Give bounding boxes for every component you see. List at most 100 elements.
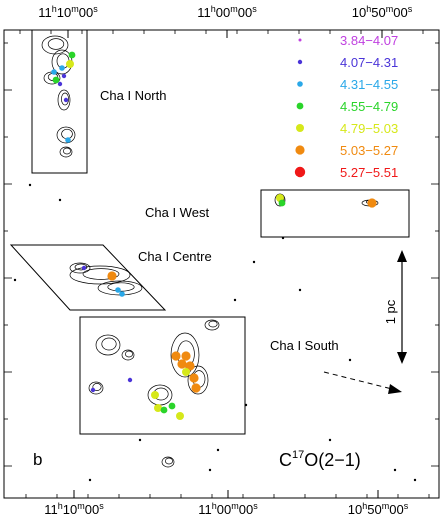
emission-contour [61,128,73,140]
legend-label-1: 4.07−4.31 [340,55,398,70]
bottom-tick-label-2: 10h50m00s [348,501,409,517]
emission-speck [58,198,62,202]
emission-contour [170,332,200,378]
emission-speck [138,438,142,442]
emission-speck [233,298,237,302]
legend-label-6: 5.27−5.51 [340,165,398,180]
emission-contour [82,268,120,280]
data-point [176,412,184,420]
data-point [81,265,87,271]
legend-marker-3 [296,102,304,110]
data-point [189,373,199,383]
data-point [90,387,96,393]
data-point [151,391,159,399]
emission-contour [187,365,209,395]
bottom-tick-label-1: 11h00m00s [198,501,258,517]
emission-contour [165,457,173,465]
data-point [51,69,57,75]
data-point [154,404,162,412]
emission-contour [61,92,69,106]
data-point [181,351,191,361]
top-tick-label-0: 11h10m00s [38,4,98,20]
data-point [171,351,181,361]
data-point [177,359,187,369]
emission-contour [59,146,73,158]
emission-contour [121,349,135,361]
data-point [68,51,76,59]
data-point [185,361,195,371]
data-point [182,368,190,376]
emission-contour [47,38,65,50]
legend-label-0: 3.84−4.07 [340,33,398,48]
region-label-cha-i-centre: Cha I Centre [138,249,212,264]
emission-speck [348,358,352,362]
emission-contour [125,350,133,358]
data-point [66,60,74,68]
data-point [115,287,121,293]
legend-marker-1 [297,59,303,65]
emission-contour [204,319,220,331]
direction-arrow [323,371,402,394]
emission-contour [56,126,76,144]
scale-bar-label: 1 pc [383,299,398,324]
emission-contour [208,320,218,328]
emission-speck [216,448,220,452]
top-tick-label-1: 11h00m00s [197,4,257,20]
region-box-cha-i-west [260,189,410,238]
region-box-cha-i-north [31,29,88,174]
scale-bar-arrow-top [397,250,407,262]
emission-contour [107,282,135,292]
legend-label-4: 4.79−5.03 [340,121,398,136]
data-point [119,291,125,297]
emission-contour [63,147,71,155]
data-point [61,73,67,79]
axis-ticks [4,30,439,498]
data-point [278,199,286,207]
region-label-cha-i-west: Cha I West [145,205,209,220]
emission-contour [92,383,102,391]
region-label-cha-i-south: Cha I South [270,338,339,353]
panel-label: b [33,450,42,469]
emission-contour [74,263,88,271]
data-point [367,198,377,208]
emission-speck [413,478,417,482]
emission-contour [95,334,121,356]
scale-bar: 1 pc [383,250,407,364]
legend-marker-5 [295,145,305,155]
data-point [160,406,168,414]
emission-speck [208,468,212,472]
legend: 3.84−4.07 4.07−4.31 4.31−4.55 4.55−4.79 4.79… [294,33,398,180]
data-point [127,377,133,383]
data-point [52,76,60,84]
emission-speck [88,478,92,482]
emission-speck [13,278,17,282]
emission-contour [161,456,175,468]
emission-contour [101,337,117,351]
bottom-tick-label-0: 11h10m00s [44,501,104,517]
emission-speck [28,183,32,187]
data-point [59,65,65,71]
legend-marker-0 [298,38,302,42]
legend-label-5: 5.03−5.27 [340,143,398,158]
emission-contour [41,35,69,55]
molecular-line-label: C17O(2−1) [279,449,361,470]
direction-arrow-line [323,371,397,391]
direction-arrow-head [388,384,402,394]
legend-marker-4 [296,124,304,132]
emission-contour [69,265,131,285]
legend-label-3: 4.55−4.79 [340,99,398,114]
region-box-cha-i-centre [9,244,167,311]
data-points [51,51,377,420]
emission-contour [88,381,104,395]
legend-marker-6 [294,166,306,178]
data-point [107,271,117,281]
emission-speck [328,438,332,442]
data-point [168,402,176,410]
emission-speck [252,260,256,264]
plot-frame [3,29,440,499]
emission-contours [13,35,417,482]
scale-bar-arrow-bottom [397,352,407,364]
emission-speck [298,288,302,292]
top-tick-label-2: 10h50m00s [352,4,413,20]
